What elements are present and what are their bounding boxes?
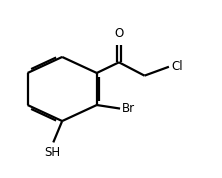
Text: O: O: [114, 27, 124, 40]
Text: Br: Br: [122, 102, 135, 115]
Text: Cl: Cl: [171, 60, 183, 73]
Text: SH: SH: [44, 146, 60, 159]
